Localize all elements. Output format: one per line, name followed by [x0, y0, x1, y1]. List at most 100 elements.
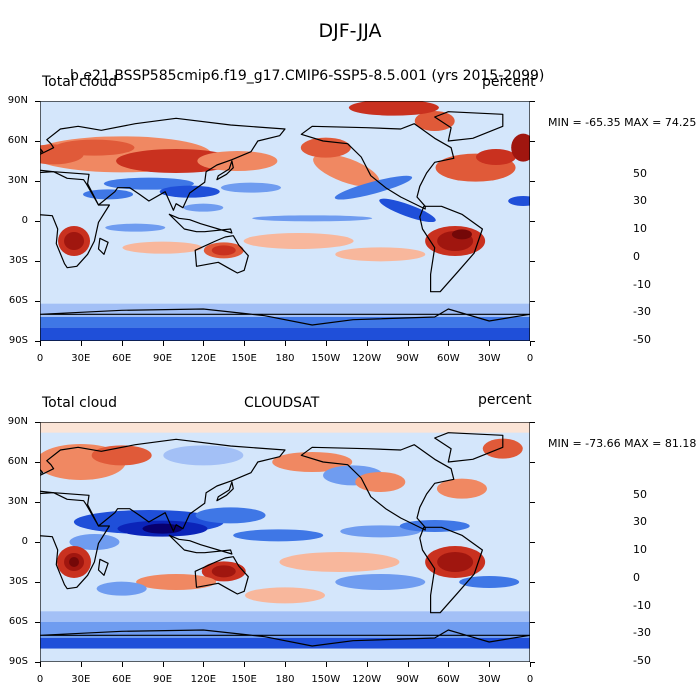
contour-region [211, 565, 236, 578]
lat-tick-mark [530, 341, 535, 342]
contour-band [40, 303, 530, 317]
lon-tick-mark [407, 662, 409, 667]
panel-left-label: Total cloud [42, 395, 118, 411]
lon-tick-label: 60E [112, 353, 132, 364]
lon-tick-mark [285, 662, 286, 667]
lat-tick-mark [530, 221, 535, 222]
coastline-eurasia [40, 438, 286, 532]
lon-tick-label: 0 [526, 674, 534, 685]
lon-tick-label: 150W [311, 353, 341, 364]
contour-region [399, 520, 470, 532]
contour-band [40, 327, 530, 341]
contour-region [482, 438, 523, 459]
contour-band [40, 317, 530, 328]
map-plot [40, 101, 530, 341]
lat-tick-mark [35, 542, 40, 543]
lat-tick-mark [35, 101, 40, 102]
contour-region [211, 245, 236, 256]
lon-tick-mark [203, 341, 205, 346]
contour-region [136, 574, 217, 590]
contour-region [279, 552, 400, 572]
lat-tick-label: 90N [7, 416, 28, 427]
lat-tick-mark [35, 261, 40, 262]
colorbar-tick-label: -30 [633, 305, 651, 319]
lon-tick-label: 0 [36, 353, 44, 364]
contour-region [105, 223, 166, 232]
colorbar-tick-label: 10 [633, 222, 647, 236]
coastline-australia [194, 235, 249, 274]
contour-region [272, 452, 353, 472]
lat-tick-mark [530, 582, 535, 583]
contour-region [245, 587, 325, 604]
coastline-antarctica [40, 629, 530, 647]
lat-tick-label: 0 [21, 536, 28, 547]
contour-region [437, 552, 474, 572]
lat-tick-mark [35, 422, 40, 423]
lat-tick-label: 60S [8, 295, 28, 306]
coastline-madagascar [97, 237, 109, 255]
coastline-indonesia [168, 534, 233, 555]
map-plot [40, 422, 530, 662]
lon-tick-label: 120E [190, 353, 217, 364]
lon-tick-label: 90W [396, 353, 419, 364]
contour-region [436, 478, 487, 499]
lat-tick-mark [530, 181, 535, 182]
colorbar-tick-label: 10 [633, 543, 647, 557]
contour-region [83, 189, 134, 200]
lon-tick-mark [162, 662, 164, 667]
contour-band [40, 281, 530, 301]
contour-region [379, 198, 436, 223]
lon-tick-label: 90E [152, 353, 173, 364]
contour-region [122, 241, 203, 254]
coastline-indonesia [168, 213, 233, 234]
contour-region [300, 137, 351, 158]
lat-tick-mark [530, 422, 535, 423]
lat-tick-mark [530, 662, 535, 663]
lat-tick-mark [530, 301, 535, 302]
lon-tick-mark [121, 662, 123, 667]
lon-tick-label: 120W [352, 353, 382, 364]
lat-tick-label: 0 [21, 215, 28, 226]
coastline-madagascar [97, 558, 109, 576]
contour-band [40, 422, 530, 433]
contour-region [163, 445, 244, 466]
panel-right-label: percent [482, 74, 536, 90]
lon-tick-mark [203, 662, 205, 667]
coastline-africa [40, 171, 110, 269]
lon-tick-label: 60W [437, 353, 460, 364]
panel-left-label: Total cloud [42, 74, 118, 90]
contour-region [355, 472, 406, 492]
coastline-japan [216, 481, 234, 502]
lat-tick-mark [35, 341, 40, 342]
contour-region [69, 557, 80, 567]
lon-tick-mark [80, 662, 82, 667]
lon-tick-label: 60E [112, 674, 132, 685]
lon-tick-mark [530, 341, 531, 346]
colorbar-tick-label: -50 [633, 333, 651, 346]
minmax-label: MIN = -73.66 MAX = 81.18 [548, 437, 697, 450]
lon-tick-mark [325, 341, 327, 346]
lon-tick-label: 90W [396, 674, 419, 685]
contour-band [40, 638, 530, 649]
coastline-south-america [419, 205, 483, 293]
contour-region [69, 534, 120, 550]
contour-region [511, 133, 530, 162]
lat-tick-label: 90N [7, 95, 28, 106]
contour-band [40, 648, 530, 662]
lon-tick-mark [407, 341, 409, 346]
contour-region [459, 576, 520, 588]
contour-region [195, 507, 266, 524]
colorbar-tick-label: 0 [633, 249, 640, 263]
contour-region [220, 182, 281, 193]
colorbar [595, 146, 625, 340]
lon-tick-mark [448, 341, 450, 346]
lat-tick-mark [530, 261, 535, 262]
coastline-australia [194, 556, 249, 595]
lon-tick-label: 150E [231, 353, 257, 364]
contour-region [451, 229, 472, 240]
contour-region [197, 151, 278, 171]
coastline-greenland [434, 111, 504, 142]
contour-region [334, 175, 413, 200]
lon-tick-label: 30E [71, 353, 91, 364]
lat-tick-label: 60N [7, 456, 28, 467]
